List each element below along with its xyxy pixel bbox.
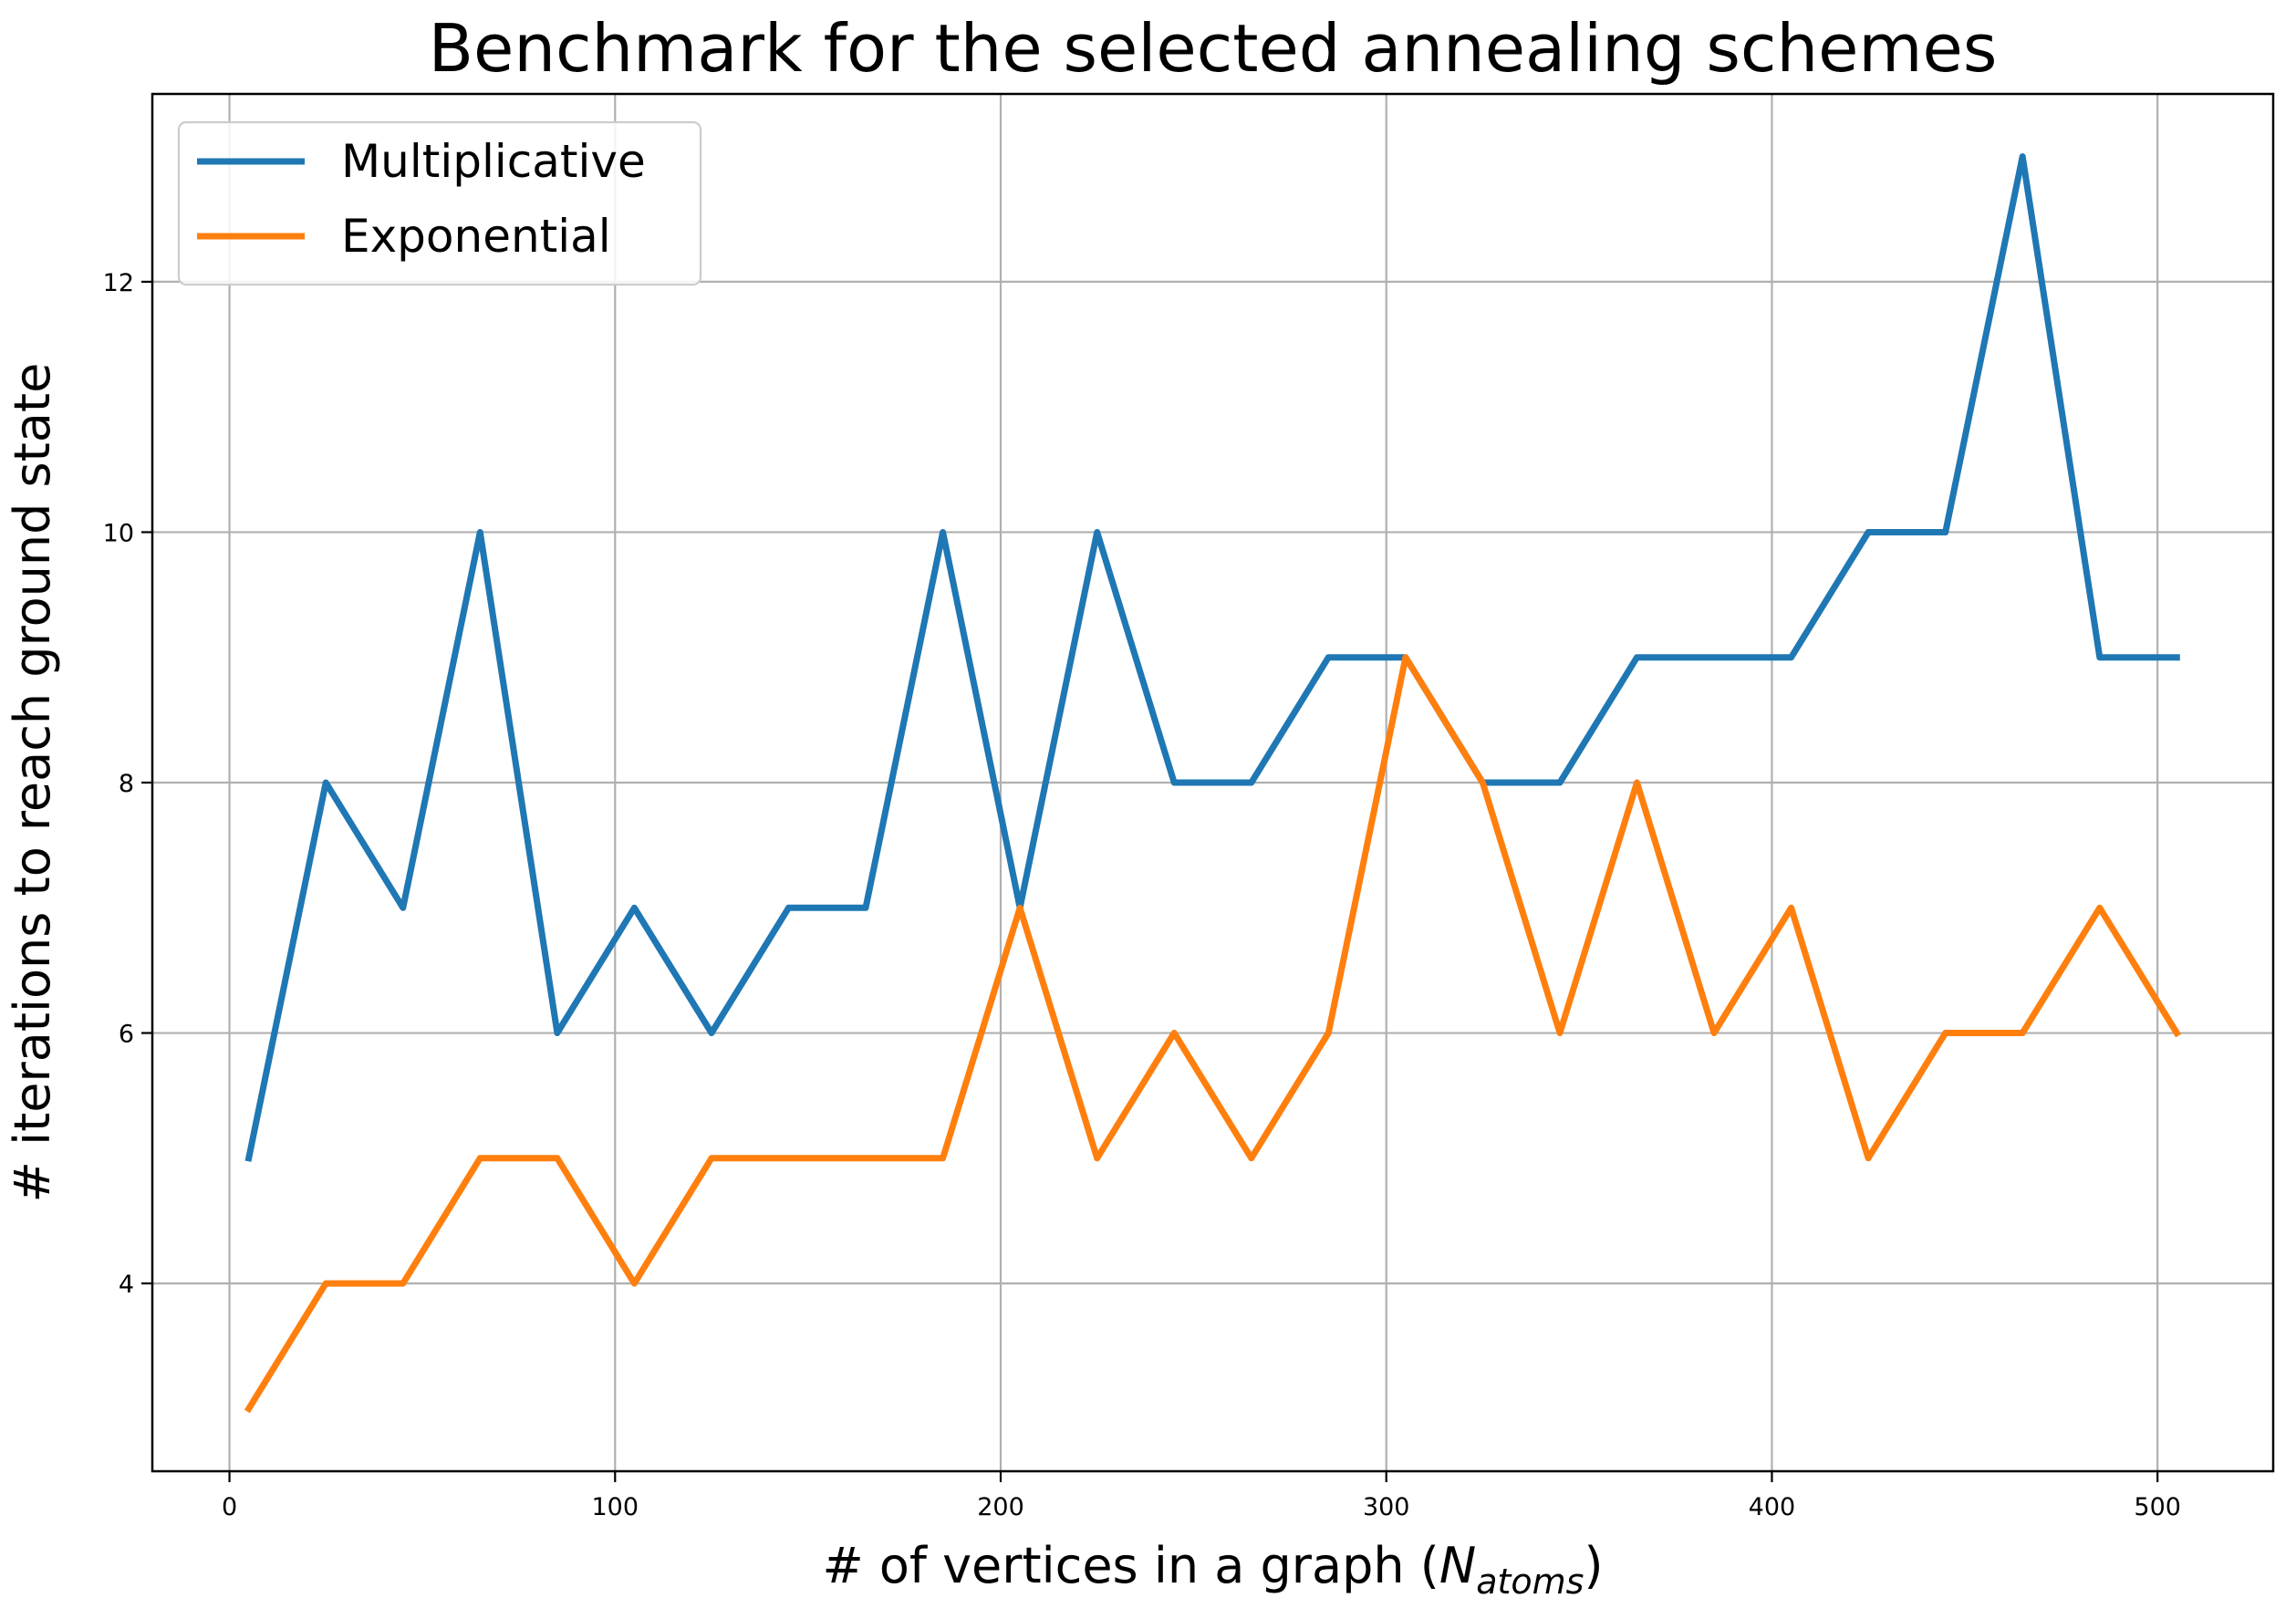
x-tick-label: 200 <box>977 1493 1024 1521</box>
x-axis-label-suffix: ) <box>1584 1537 1603 1594</box>
series-line-exponential <box>244 654 2182 1414</box>
y-tick-label: 4 <box>119 1271 134 1299</box>
x-tick-label: 0 <box>222 1493 237 1521</box>
legend-label-exponential: Exponential <box>341 210 611 263</box>
ticks: 0 100 200 300 400 500 4 6 8 10 12 <box>103 269 2181 1521</box>
legend: Multiplicative Exponential <box>177 120 702 286</box>
y-tick-label: 6 <box>119 1021 134 1049</box>
series-line-multiplicative <box>244 153 2180 1162</box>
legend-box <box>177 120 702 286</box>
legend-label-multiplicative: Multiplicative <box>341 135 646 188</box>
x-axis-label-subscript: atoms <box>1476 1562 1584 1602</box>
y-tick-label: 10 <box>103 519 134 547</box>
y-tick-label: 12 <box>103 269 134 297</box>
x-tick-label: 400 <box>1749 1493 1796 1521</box>
x-tick-label: 100 <box>591 1493 639 1521</box>
y-axis-label: # iterations to reach ground state <box>4 363 61 1203</box>
series-layer <box>244 153 2182 1414</box>
x-tick-label: 300 <box>1363 1493 1410 1521</box>
x-tick-label: 500 <box>2134 1493 2181 1521</box>
x-axis-label-symbol: N <box>1439 1537 1476 1594</box>
x-axis-label-prefix: # of vertices in a graph ( <box>822 1537 1439 1594</box>
y-tick-label: 8 <box>119 770 134 798</box>
chart-title: Benchmark for the selected annealing sch… <box>429 10 1998 87</box>
x-axis-label: # of vertices in a graph (Natoms) <box>822 1537 1603 1602</box>
